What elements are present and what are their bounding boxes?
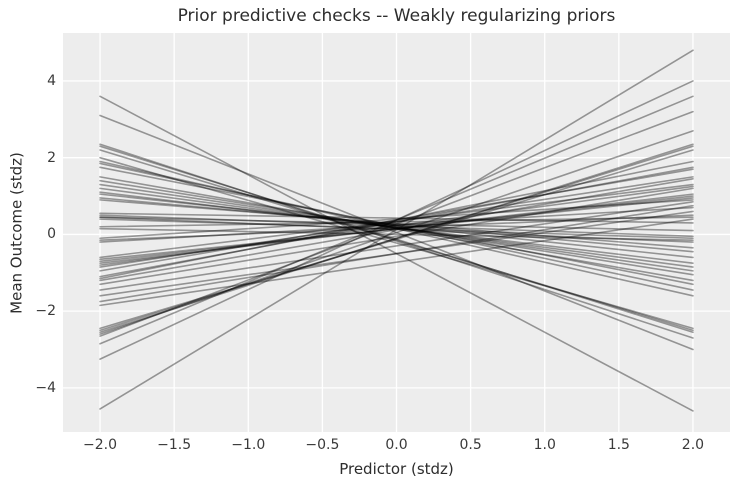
prior-draw-line <box>99 156 694 330</box>
x-tick-label: −1.0 <box>231 437 266 453</box>
prior-draw-line <box>99 227 694 241</box>
prior-draw-line <box>99 216 694 232</box>
x-tick-label: 1.0 <box>533 437 556 453</box>
prior-draw-line <box>99 143 694 339</box>
prior-draw-line <box>99 187 694 268</box>
prior-draw-line <box>99 160 694 280</box>
prior-draw-line <box>99 197 694 253</box>
prior-draw-line <box>99 199 694 240</box>
prior-draw-line <box>99 214 694 238</box>
prior-draw-line <box>99 179 694 276</box>
x-tick-labels: −2.0 −1.5 −1.0 −0.5 0.0 0.5 1.0 1.5 2.0 <box>63 437 730 455</box>
prior-draw-line <box>99 195 694 263</box>
prior-draw-line <box>99 166 694 286</box>
prior-draw-line <box>99 130 694 335</box>
prior-draw-line <box>99 197 694 261</box>
prior-draw-line <box>99 183 694 272</box>
x-tick-label: −2.0 <box>83 437 118 453</box>
y-tick-label: 0 <box>47 226 56 243</box>
prior-draw-line <box>99 191 694 264</box>
prior-draw-line <box>99 185 694 266</box>
prior-draw-line <box>99 201 694 291</box>
prior-draw-line <box>99 218 694 307</box>
y-tick-label: −4 <box>35 379 56 396</box>
prior-draw-line <box>99 210 694 297</box>
prior-draw-line <box>99 214 694 241</box>
prior-draw-line <box>99 183 694 259</box>
prior-draw-line <box>99 176 694 268</box>
prior-draw-line <box>99 145 694 332</box>
prior-draw-line <box>99 95 694 412</box>
prior-draw-line <box>99 216 694 243</box>
prior-draw-line <box>99 218 694 240</box>
prior-draw-line <box>99 193 694 259</box>
prior-draw-line <box>99 168 694 272</box>
plot-area <box>63 33 730 432</box>
prior-draw-line <box>99 145 694 334</box>
prior-draw-line <box>99 193 694 264</box>
y-tick-label: 2 <box>47 149 56 166</box>
prior-draw-line <box>99 212 694 224</box>
y-tick-label: −2 <box>35 303 56 320</box>
prior-draw-line <box>99 149 694 332</box>
x-tick-label: −1.5 <box>157 437 192 453</box>
prior-draw-line <box>99 204 694 303</box>
prior-draw-line <box>99 162 694 291</box>
prior-draw-line <box>99 216 694 228</box>
x-tick-label: 0.0 <box>385 437 408 453</box>
prior-draw-line <box>99 176 694 282</box>
prior-draw-line <box>99 149 694 330</box>
prior-draw-line <box>99 49 694 410</box>
y-tick-label: 4 <box>47 72 56 89</box>
prior-draw-line <box>99 95 694 345</box>
prior-draw-line <box>99 166 694 278</box>
prior-draw-line <box>99 114 694 351</box>
x-tick-label: 2.0 <box>681 437 705 453</box>
x-tick-label: 1.5 <box>607 437 630 453</box>
prior-draw-line <box>99 143 694 334</box>
prior-draw-line <box>99 177 694 282</box>
x-tick-label: −0.5 <box>305 437 340 453</box>
prior-draw-line <box>99 206 694 243</box>
prior-draw-line <box>99 199 694 249</box>
prior-draw-line <box>99 187 694 286</box>
prior-draw-line <box>99 80 694 360</box>
prior-lines-canvas <box>63 33 730 432</box>
chart-title: Prior predictive checks -- Weakly regula… <box>177 6 616 26</box>
y-tick-labels: −4 −2 0 2 4 <box>0 33 56 432</box>
prior-draw-line <box>99 160 694 297</box>
x-tick-label: 0.5 <box>459 437 482 453</box>
prior-draw-line <box>99 110 694 337</box>
x-axis-label: Predictor (stdz) <box>339 460 454 478</box>
